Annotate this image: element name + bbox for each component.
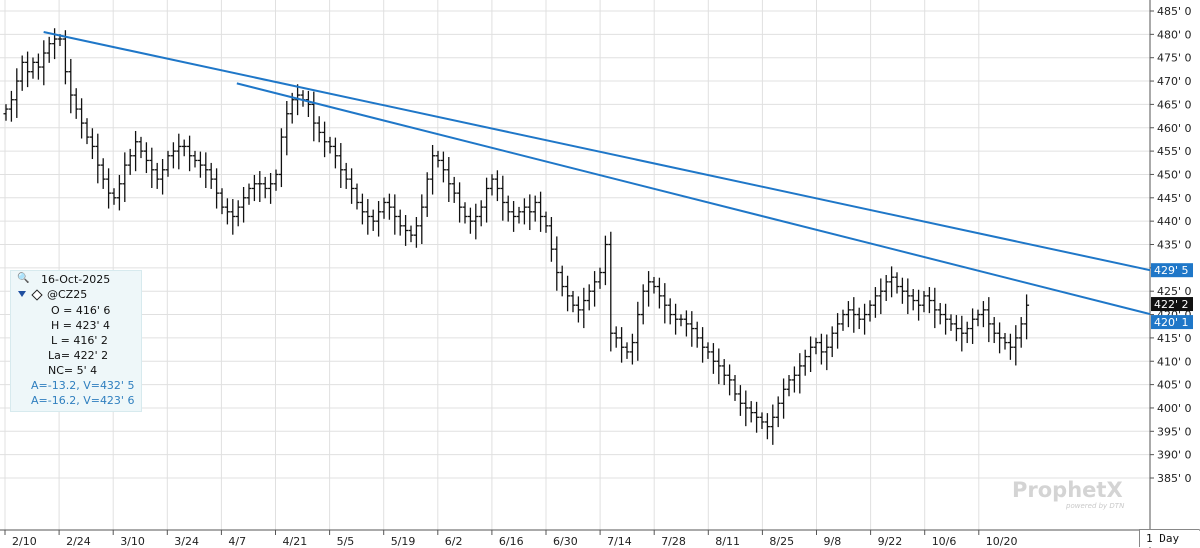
x-tick-label-2: 3/10 — [120, 535, 145, 548]
info-low: L = 416' 2 — [51, 334, 108, 347]
data-info-panel: 🔍 16-Oct-2025 @CZ25 O = 416' 6 H = 423' … — [10, 270, 142, 412]
info-date: 16-Oct-2025 — [41, 273, 111, 286]
interval-selector[interactable]: 1 Day — [1139, 529, 1199, 547]
y-tick-label-20: 385' 0 — [1157, 472, 1192, 485]
y-tick-label-14: 415' 0 — [1157, 332, 1192, 345]
info-symbol: @CZ25 — [47, 288, 88, 301]
info-study-1: A=-13.2, V=432' 5 — [31, 379, 135, 392]
info-study-2: A=-16.2, V=423' 6 — [31, 394, 135, 407]
info-high: H = 423' 4 — [51, 319, 110, 332]
y-tick-label-15: 410' 0 — [1157, 355, 1192, 368]
x-tick-label-11: 7/14 — [607, 535, 632, 548]
lower-trendline-price-label-bg — [1151, 315, 1193, 330]
prophetx-logo-sub: powered by DTN — [1066, 502, 1125, 510]
trendline-upper — [43, 31, 1151, 272]
x-tick-label-12: 7/28 — [661, 535, 686, 548]
y-tick-label-8: 445' 0 — [1157, 192, 1192, 205]
diamond-icon — [31, 289, 43, 301]
upper-trendline-price-label-bg — [1151, 263, 1193, 278]
last-price-label: 422' 2 — [1154, 298, 1189, 311]
upper-trendline-price-label: 429' 5 — [1154, 264, 1189, 277]
y-tick-label-10: 435' 0 — [1157, 239, 1192, 252]
y-tick-label-1: 480' 0 — [1157, 28, 1192, 41]
y-tick-label-0: 485' 0 — [1157, 5, 1192, 18]
y-tick-label-5: 460' 0 — [1157, 122, 1192, 135]
y-tick-label-2: 475' 0 — [1157, 52, 1192, 65]
x-tick-label-7: 5/19 — [391, 535, 416, 548]
x-tick-label-0: 2/10 — [12, 535, 37, 548]
trendline-lower — [236, 82, 1151, 316]
magnifier-icon: 🔍 — [17, 273, 30, 284]
prophetx-logo: ProphetX — [1012, 478, 1123, 502]
x-tick-label-10: 6/30 — [553, 535, 578, 548]
x-tick-label-5: 4/21 — [283, 535, 308, 548]
x-tick-label-1: 2/24 — [66, 535, 91, 548]
x-tick-label-3: 3/24 — [174, 535, 199, 548]
y-tick-label-9: 440' 0 — [1157, 215, 1192, 228]
last-price-label-bg — [1151, 297, 1193, 312]
y-tick-label-18: 395' 0 — [1157, 425, 1192, 438]
y-tick-label-6: 455' 0 — [1157, 145, 1192, 158]
x-tick-label-13: 8/11 — [715, 535, 740, 548]
y-tick-label-7: 450' 0 — [1157, 168, 1192, 181]
x-tick-label-16: 9/22 — [878, 535, 903, 548]
x-tick-label-6: 5/5 — [337, 535, 355, 548]
y-tick-label-4: 465' 0 — [1157, 98, 1192, 111]
info-open: O = 416' 6 — [51, 304, 111, 317]
y-tick-label-19: 390' 0 — [1157, 449, 1192, 462]
lower-trendline-price-label: 420' 1 — [1154, 316, 1189, 329]
info-net-change: NC= 5' 4 — [48, 364, 98, 377]
y-tick-label-17: 400' 0 — [1157, 402, 1192, 415]
dropdown-triangle-icon[interactable] — [18, 291, 26, 297]
y-tick-label-3: 470' 0 — [1157, 75, 1192, 88]
x-tick-label-17: 10/6 — [932, 535, 957, 548]
y-tick-label-16: 405' 0 — [1157, 379, 1192, 392]
x-tick-label-9: 6/16 — [499, 535, 524, 548]
info-last: La= 422' 2 — [48, 349, 109, 362]
x-tick-label-15: 9/8 — [824, 535, 842, 548]
x-tick-label-14: 8/25 — [769, 535, 794, 548]
x-tick-label-8: 6/2 — [445, 535, 463, 548]
x-tick-label-4: 4/7 — [228, 535, 246, 548]
x-tick-label-18: 10/20 — [986, 535, 1018, 548]
y-tick-label-12: 425' 0 — [1157, 285, 1192, 298]
